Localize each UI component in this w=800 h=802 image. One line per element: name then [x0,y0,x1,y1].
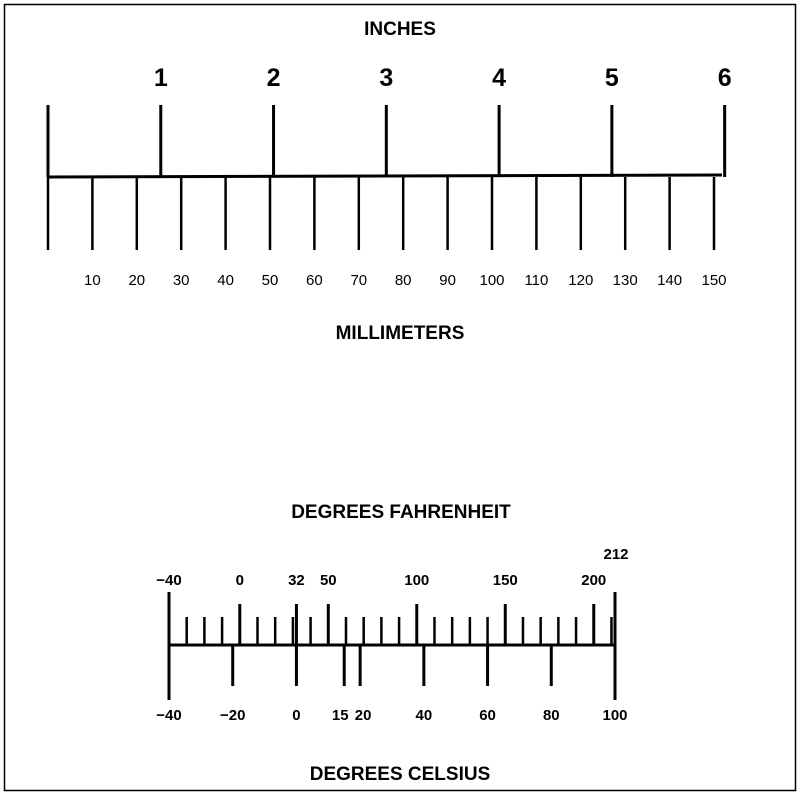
c-label-15: 15 [332,707,349,724]
mm-label-20: 20 [128,272,145,289]
mm-label-150: 150 [701,272,726,289]
millimeter-ticks: 10 20 30 40 50 60 70 80 90 100 110 120 130 140 150 [46,177,727,289]
f-label-212: 212 [603,546,628,563]
c-label-20: 20 [355,707,372,724]
f-label-100: 100 [404,572,429,589]
mm-label-140: 140 [657,272,682,289]
fahrenheit-ticks: −40 0 32 50 100 150 200 212 [156,546,629,645]
mm-label-70: 70 [350,272,367,289]
f-label-0: 0 [236,572,244,589]
mm-label-30: 30 [173,272,190,289]
inch-label-4: 4 [492,64,506,92]
inch-ticks: 1 2 3 4 5 6 [46,64,732,177]
mm-label-60: 60 [306,272,323,289]
f-label-32: 32 [288,572,305,589]
page-border [3,3,797,792]
celsius-title: DEGREES CELSIUS [310,764,491,785]
c-label-0: 0 [292,707,300,724]
inches-title: INCHES [364,19,436,40]
mm-label-130: 130 [613,272,638,289]
inch-label-5: 5 [605,64,619,92]
c-label--20: −20 [220,707,245,724]
inch-label-3: 3 [379,64,393,92]
mm-label-80: 80 [395,272,412,289]
f-label--40: −40 [156,572,181,589]
mm-label-120: 120 [568,272,593,289]
inch-label-1: 1 [154,64,168,92]
mm-label-40: 40 [217,272,234,289]
celsius-ticks: −40 −20 0 15 20 40 60 80 100 [156,645,628,724]
inch-label-6: 6 [718,64,732,92]
c-label--40: −40 [156,707,181,724]
inch-label-2: 2 [267,64,281,92]
f-label-150: 150 [493,572,518,589]
f-label-50: 50 [320,572,337,589]
fahrenheit-title: DEGREES FAHRENHEIT [291,502,511,523]
mm-label-50: 50 [262,272,279,289]
c-label-100: 100 [602,707,627,724]
f-label-200: 200 [581,572,606,589]
mm-label-90: 90 [439,272,456,289]
mm-label-110: 110 [524,272,548,289]
millimeters-title: MILLIMETERS [336,323,465,344]
c-label-80: 80 [543,707,560,724]
mm-label-100: 100 [479,272,504,289]
c-label-40: 40 [416,707,433,724]
mm-label-10: 10 [84,272,101,289]
c-label-60: 60 [479,707,496,724]
